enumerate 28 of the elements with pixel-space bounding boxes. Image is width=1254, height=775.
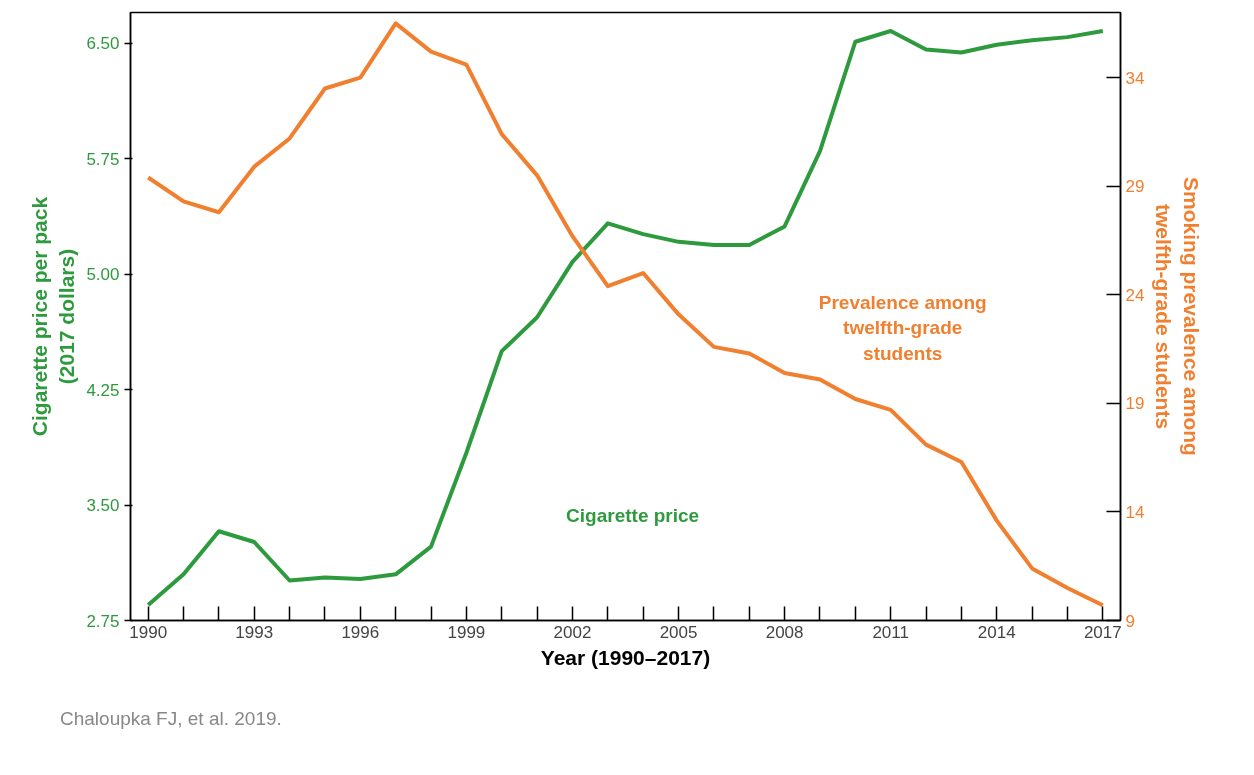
x-tick-label: 1996	[341, 622, 380, 642]
x-tick-label: 2011	[872, 622, 909, 642]
x-tick-label: 2005	[659, 622, 698, 642]
y2-tick-label: 29	[1125, 177, 1145, 197]
y-tick-label: 5.75	[86, 149, 120, 169]
text: Cigarette price	[566, 504, 700, 526]
y2-axis-title: Smoking prevalence among twelfth-grade students	[1152, 177, 1204, 456]
x-tick-label: 2008	[765, 622, 804, 642]
x-axis-title: Year (1990–2017)	[540, 645, 711, 669]
x-tick-label: 1993	[235, 622, 274, 642]
series-label: Prevalence among twelfth-grade students	[818, 292, 987, 364]
y2-tick-label: 9	[1125, 611, 1135, 631]
y2-tick-label: 19	[1125, 394, 1145, 414]
y-tick-label: 2.75	[86, 611, 120, 631]
x-tick-label: 1990	[129, 622, 168, 642]
y-tick-label: 5.00	[86, 265, 120, 285]
y-tick-label: 6.50	[86, 34, 120, 54]
x-tick-label: 2002	[553, 622, 592, 642]
y-axis-title: Cigarette price per pack (2017 dollars)	[27, 196, 79, 437]
text: Chaloupka FJ, et al. 2019.	[60, 707, 282, 731]
x-tick-label: 1999	[447, 622, 486, 642]
y2-tick-label: 24	[1125, 285, 1145, 305]
y-tick-label: 3.50	[86, 496, 120, 516]
x-tick-label: 2017	[1083, 622, 1122, 642]
y2-tick-label: 34	[1125, 68, 1145, 88]
y-tick-label: 4.25	[86, 380, 120, 400]
x-tick-label: 2014	[977, 622, 1016, 642]
y2-tick-label: 14	[1125, 502, 1145, 522]
